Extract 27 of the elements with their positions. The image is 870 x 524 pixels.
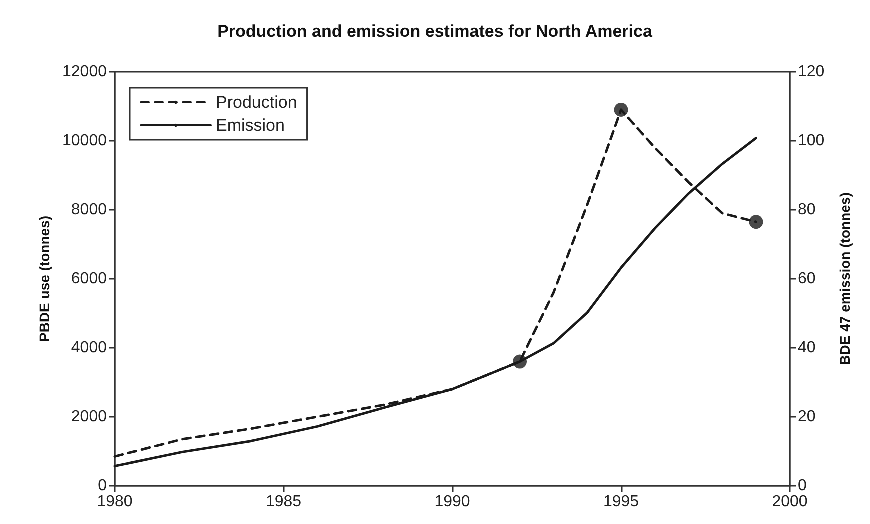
x-tick-label: 1995 xyxy=(603,494,640,510)
y-tick-label: 4000 xyxy=(71,340,108,356)
legend-label: Emission xyxy=(216,116,285,135)
y-tick-label: 0 xyxy=(98,478,108,494)
y2-tick-label: 60 xyxy=(798,270,816,288)
y-tick-label: 8000 xyxy=(71,202,108,218)
point xyxy=(614,102,628,117)
y2-tick-label: 120 xyxy=(798,64,825,80)
y2-tick-label: 40 xyxy=(798,340,816,356)
y2-tick-label: 80 xyxy=(798,202,816,218)
point xyxy=(513,354,527,369)
y2-tick-label: 20 xyxy=(798,408,816,426)
x-tick-label: 1990 xyxy=(434,494,470,510)
y-tick-label: 10000 xyxy=(62,132,108,150)
y-tick-label: 6000 xyxy=(71,270,108,288)
legend-label: Production xyxy=(216,93,298,112)
point xyxy=(749,215,764,230)
y-tick-label: 2000 xyxy=(71,408,108,426)
y-tick-label: 12000 xyxy=(62,64,108,80)
x-tick-label: 2000 xyxy=(772,494,808,510)
x-tick-label: 1985 xyxy=(266,494,302,510)
y2-tick-label: 100 xyxy=(798,132,825,150)
x-tick-label: 1980 xyxy=(97,494,133,510)
chart-title: Production and emission estimates for North America xyxy=(218,22,653,41)
y2-tick-label: 0 xyxy=(798,478,807,494)
y-axis-title: PBDE use (tonnes) xyxy=(36,216,53,342)
y2-axis-title: BDE 47 emission (tonnes) xyxy=(837,192,853,366)
